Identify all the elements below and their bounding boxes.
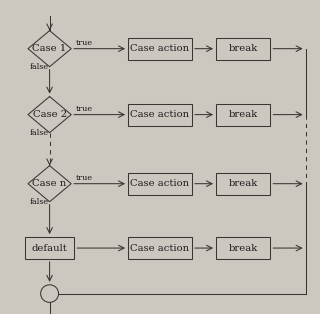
Text: Case action: Case action bbox=[131, 179, 189, 188]
Text: true: true bbox=[76, 174, 93, 182]
Bar bbox=[128, 38, 192, 60]
Text: Case action: Case action bbox=[131, 110, 189, 119]
Text: break: break bbox=[228, 179, 258, 188]
Bar bbox=[216, 237, 270, 259]
Bar bbox=[216, 173, 270, 195]
Bar bbox=[216, 104, 270, 126]
Text: true: true bbox=[76, 39, 93, 47]
Text: Case action: Case action bbox=[131, 244, 189, 252]
Bar bbox=[216, 38, 270, 60]
Text: true: true bbox=[76, 105, 93, 113]
Bar bbox=[25, 237, 74, 259]
Text: break: break bbox=[228, 244, 258, 252]
Text: Case 2: Case 2 bbox=[33, 110, 67, 119]
Text: Case 1: Case 1 bbox=[32, 44, 67, 53]
Bar bbox=[128, 104, 192, 126]
Bar bbox=[128, 237, 192, 259]
Text: false: false bbox=[30, 198, 49, 206]
Text: break: break bbox=[228, 44, 258, 53]
Text: false: false bbox=[30, 129, 49, 137]
Text: Case n: Case n bbox=[32, 179, 67, 188]
Text: default: default bbox=[32, 244, 68, 252]
Text: Case action: Case action bbox=[131, 44, 189, 53]
Text: break: break bbox=[228, 110, 258, 119]
Bar bbox=[128, 173, 192, 195]
Text: false: false bbox=[30, 63, 49, 71]
